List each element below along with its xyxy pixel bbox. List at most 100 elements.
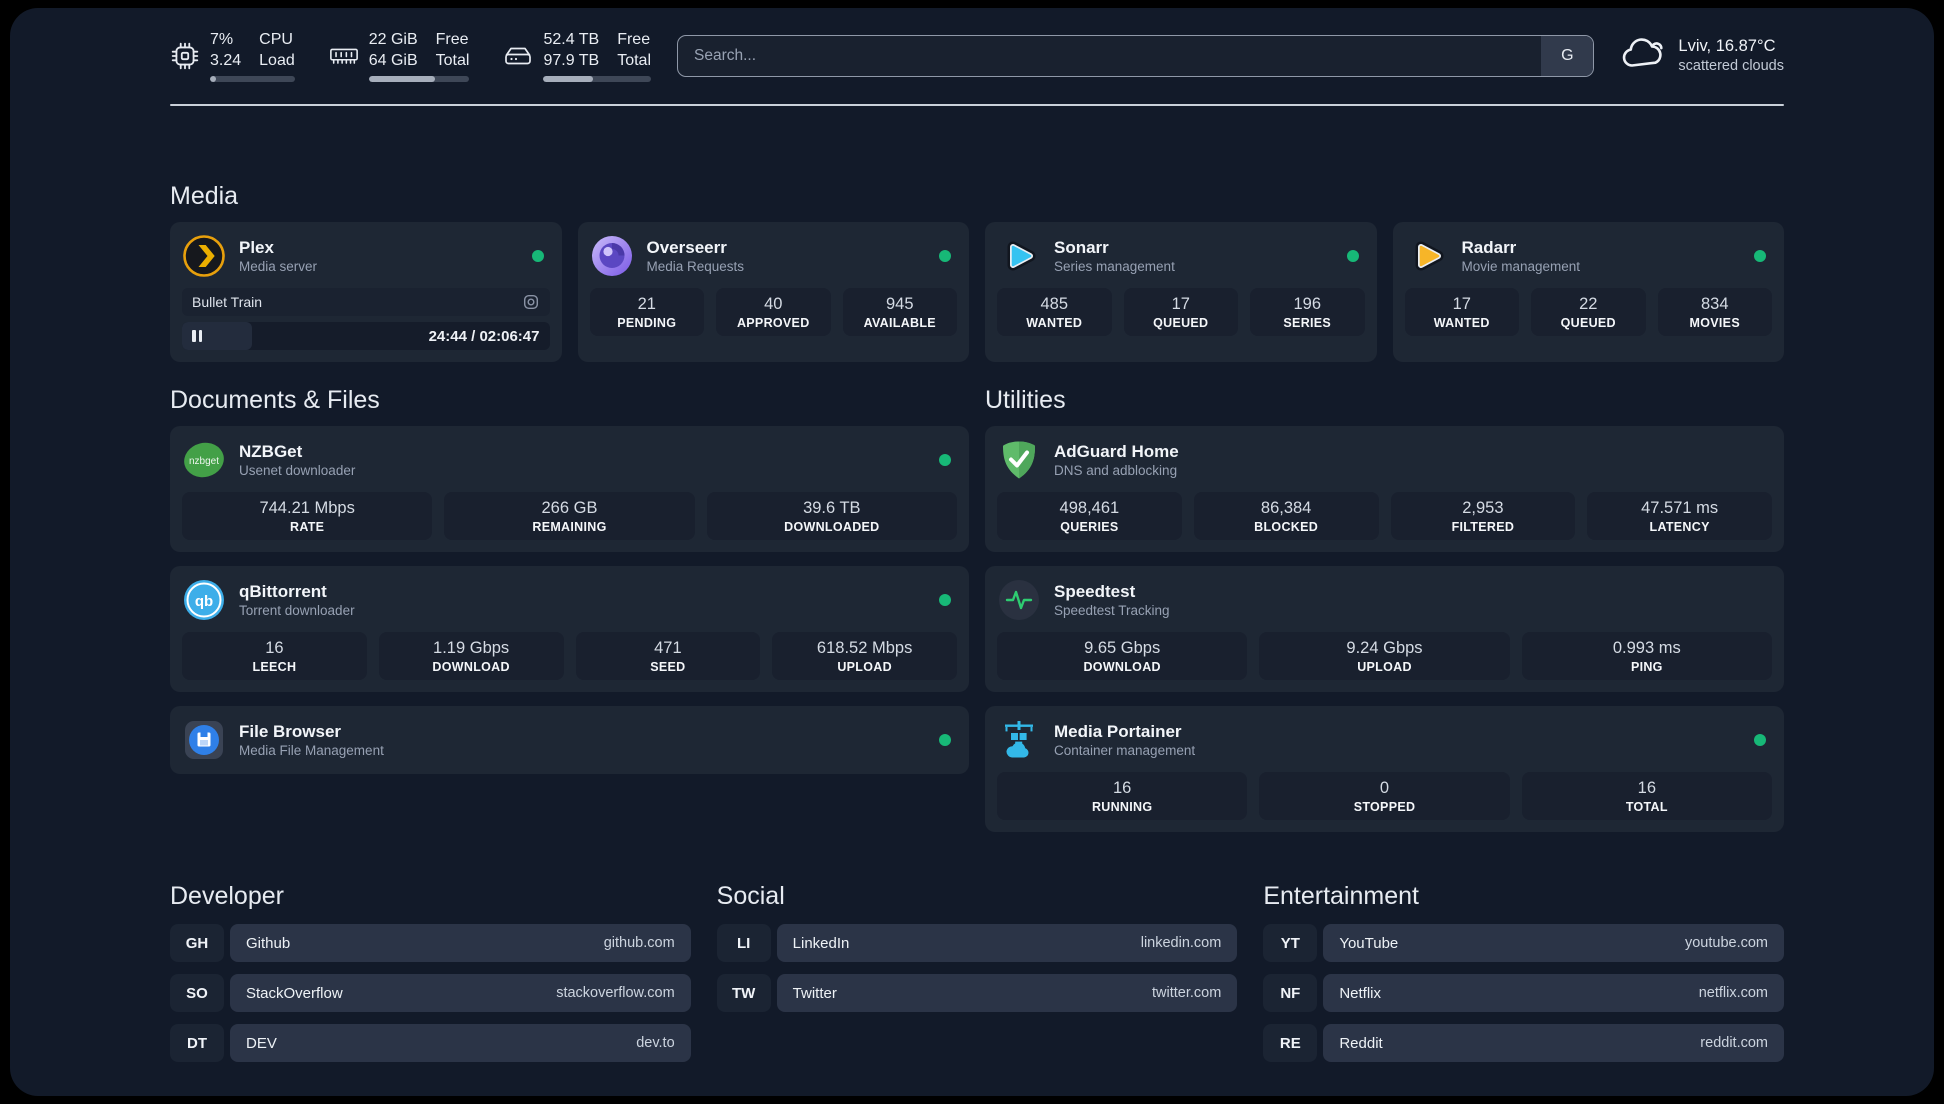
stat-box: 266 GB REMAINING	[444, 492, 695, 540]
app-description: Container management	[1054, 743, 1196, 759]
cpu-icon	[170, 41, 200, 71]
app-card-nzbget: nzbget NZBGet Usenet downloader 744.21 M…	[170, 426, 969, 552]
stat-value: 16	[265, 638, 284, 657]
svg-text:nzbget: nzbget	[189, 456, 219, 467]
link-url: linkedin.com	[1140, 935, 1222, 951]
links-section-developer: Developer GH Github github.com SO StackO…	[170, 880, 691, 1062]
link-name: DEV	[246, 1034, 277, 1052]
stat-label: PENDING	[617, 315, 677, 330]
app-link-sonarr[interactable]: Sonarr Series management	[997, 234, 1365, 278]
cpu-load-label: Load	[259, 52, 295, 69]
pause-icon[interactable]	[192, 330, 202, 342]
stat-label: MOVIES	[1689, 315, 1740, 330]
stat-value: 16	[1112, 778, 1132, 797]
stat-box: 0 STOPPED	[1259, 772, 1510, 820]
section-title-entertainment: Entertainment	[1263, 882, 1419, 910]
cpu-progress-bar	[210, 75, 295, 82]
stat-box: 498,461 QUERIES	[997, 492, 1182, 540]
stat-value: 196	[1293, 294, 1322, 313]
app-link-portainer[interactable]: Media Portainer Container management	[997, 718, 1772, 762]
disk-total-label: Total	[617, 52, 651, 69]
link-netflix[interactable]: NF Netflix netflix.com	[1263, 974, 1784, 1012]
app-link-overseerr[interactable]: Overseerr Media Requests	[590, 234, 958, 278]
stat-box: 16 LEECH	[182, 632, 367, 680]
stat-value: 834	[1700, 294, 1729, 313]
disk-total-value: 97.9 TB	[543, 52, 600, 69]
link-reddit[interactable]: RE Reddit reddit.com	[1263, 1024, 1784, 1062]
status-dot	[939, 250, 951, 262]
stat-box: 39.6 TB DOWNLOADED	[706, 492, 957, 540]
app-card-adguard: AdGuard Home DNS and adblocking 498,461 …	[985, 426, 1784, 552]
stat-value: 2,953	[1462, 498, 1504, 517]
link-name: YouTube	[1339, 934, 1399, 952]
adguard-icon	[997, 438, 1041, 482]
stat-box: 9.24 Gbps UPLOAD	[1259, 632, 1510, 680]
weather-location-temp: Lviv, 16.87°C	[1678, 36, 1776, 55]
app-link-radarr[interactable]: Radarr Movie management	[1405, 234, 1773, 278]
app-name: Media Portainer	[1054, 721, 1182, 741]
stat-label: QUEUED	[1153, 315, 1209, 330]
app-card-radarr: Radarr Movie management 17 WANTED 22 QUE…	[1392, 222, 1784, 362]
links-section-social: Social LI LinkedIn linkedin.com TW Twitt…	[716, 880, 1238, 1062]
stat-box: 618.52 Mbps UPLOAD	[772, 632, 957, 680]
link-url: twitter.com	[1152, 985, 1222, 1001]
stat-label: STOPPED	[1353, 799, 1416, 814]
app-link-qbittorrent[interactable]: qb qBittorrent Torrent downloader	[182, 578, 957, 622]
stat-value: 40	[764, 294, 783, 313]
app-name: NZBGet	[239, 441, 303, 461]
section-title-media: Media	[170, 182, 239, 210]
link-dev[interactable]: DT DEV dev.to	[170, 1024, 691, 1062]
stat-label: REMAINING	[532, 519, 607, 534]
nzbget-icon: nzbget	[182, 438, 226, 482]
link-name: Github	[246, 934, 291, 952]
link-youtube[interactable]: YT YouTube youtube.com	[1263, 924, 1784, 962]
link-abbr: NF	[1263, 974, 1318, 1012]
stat-label: QUERIES	[1060, 519, 1119, 534]
disk-icon	[503, 43, 533, 69]
app-card-plex: Plex Media server Bullet Train 24:44 / 0…	[170, 222, 562, 362]
app-link-nzbget[interactable]: nzbget NZBGet Usenet downloader	[182, 438, 957, 482]
stat-label: SERIES	[1283, 315, 1332, 330]
app-link-speedtest[interactable]: Speedtest Speedtest Tracking	[997, 578, 1772, 622]
session-icon[interactable]	[522, 293, 540, 311]
link-linkedin[interactable]: LI LinkedIn linkedin.com	[716, 924, 1238, 962]
link-stackoverflow[interactable]: SO StackOverflow stackoverflow.com	[170, 974, 691, 1012]
link-abbr: TW	[716, 974, 771, 1012]
app-description: Movie management	[1461, 259, 1581, 275]
stat-value: 485	[1040, 294, 1069, 313]
disk-stat: 52.4 TB 97.9 TB Free Total	[503, 30, 651, 82]
stat-value: 471	[654, 638, 682, 657]
utilities-column: AdGuard Home DNS and adblocking 498,461 …	[985, 426, 1784, 832]
stat-label: WANTED	[1026, 315, 1083, 330]
stat-value: 21	[637, 294, 656, 313]
ram-free-label: Free	[435, 31, 469, 49]
app-link-adguard[interactable]: AdGuard Home DNS and adblocking	[997, 438, 1772, 482]
stat-label: RUNNING	[1091, 799, 1153, 814]
stat-label: PING	[1630, 659, 1663, 674]
link-github[interactable]: GH Github github.com	[170, 924, 691, 962]
link-twitter[interactable]: TW Twitter twitter.com	[716, 974, 1238, 1012]
app-link-filebrowser[interactable]: File Browser Media File Management	[182, 718, 957, 762]
link-name: StackOverflow	[246, 984, 343, 1002]
search-input[interactable]	[678, 36, 1542, 76]
app-link-plex[interactable]: Plex Media server	[182, 234, 550, 278]
app-card-speedtest: Speedtest Speedtest Tracking 9.65 Gbps D…	[985, 566, 1784, 692]
search-engine-button[interactable]: G	[1541, 36, 1594, 76]
stat-value: 22	[1579, 294, 1598, 313]
disk-free-value: 52.4 TB	[543, 31, 600, 49]
stat-box: 16 TOTAL	[1521, 772, 1772, 820]
stat-box: 196 SERIES	[1250, 288, 1365, 336]
stat-box: 22 QUEUED	[1531, 288, 1646, 336]
stat-value: 16	[1637, 778, 1656, 797]
stat-label: LATENCY	[1649, 519, 1710, 534]
plex-icon	[182, 234, 226, 278]
media-grid: Plex Media server Bullet Train 24:44 / 0…	[170, 222, 1784, 362]
link-url: reddit.com	[1700, 1035, 1768, 1051]
stat-label: UPLOAD	[1357, 659, 1412, 674]
stat-value: 17	[1452, 294, 1471, 313]
stat-box: 17 WANTED	[1404, 288, 1519, 336]
ram-total-value: 64 GiB	[368, 52, 418, 69]
app-name: Overseerr	[646, 237, 727, 257]
app-name: Radarr	[1461, 237, 1517, 257]
stat-box: 17 QUEUED	[1123, 288, 1238, 336]
